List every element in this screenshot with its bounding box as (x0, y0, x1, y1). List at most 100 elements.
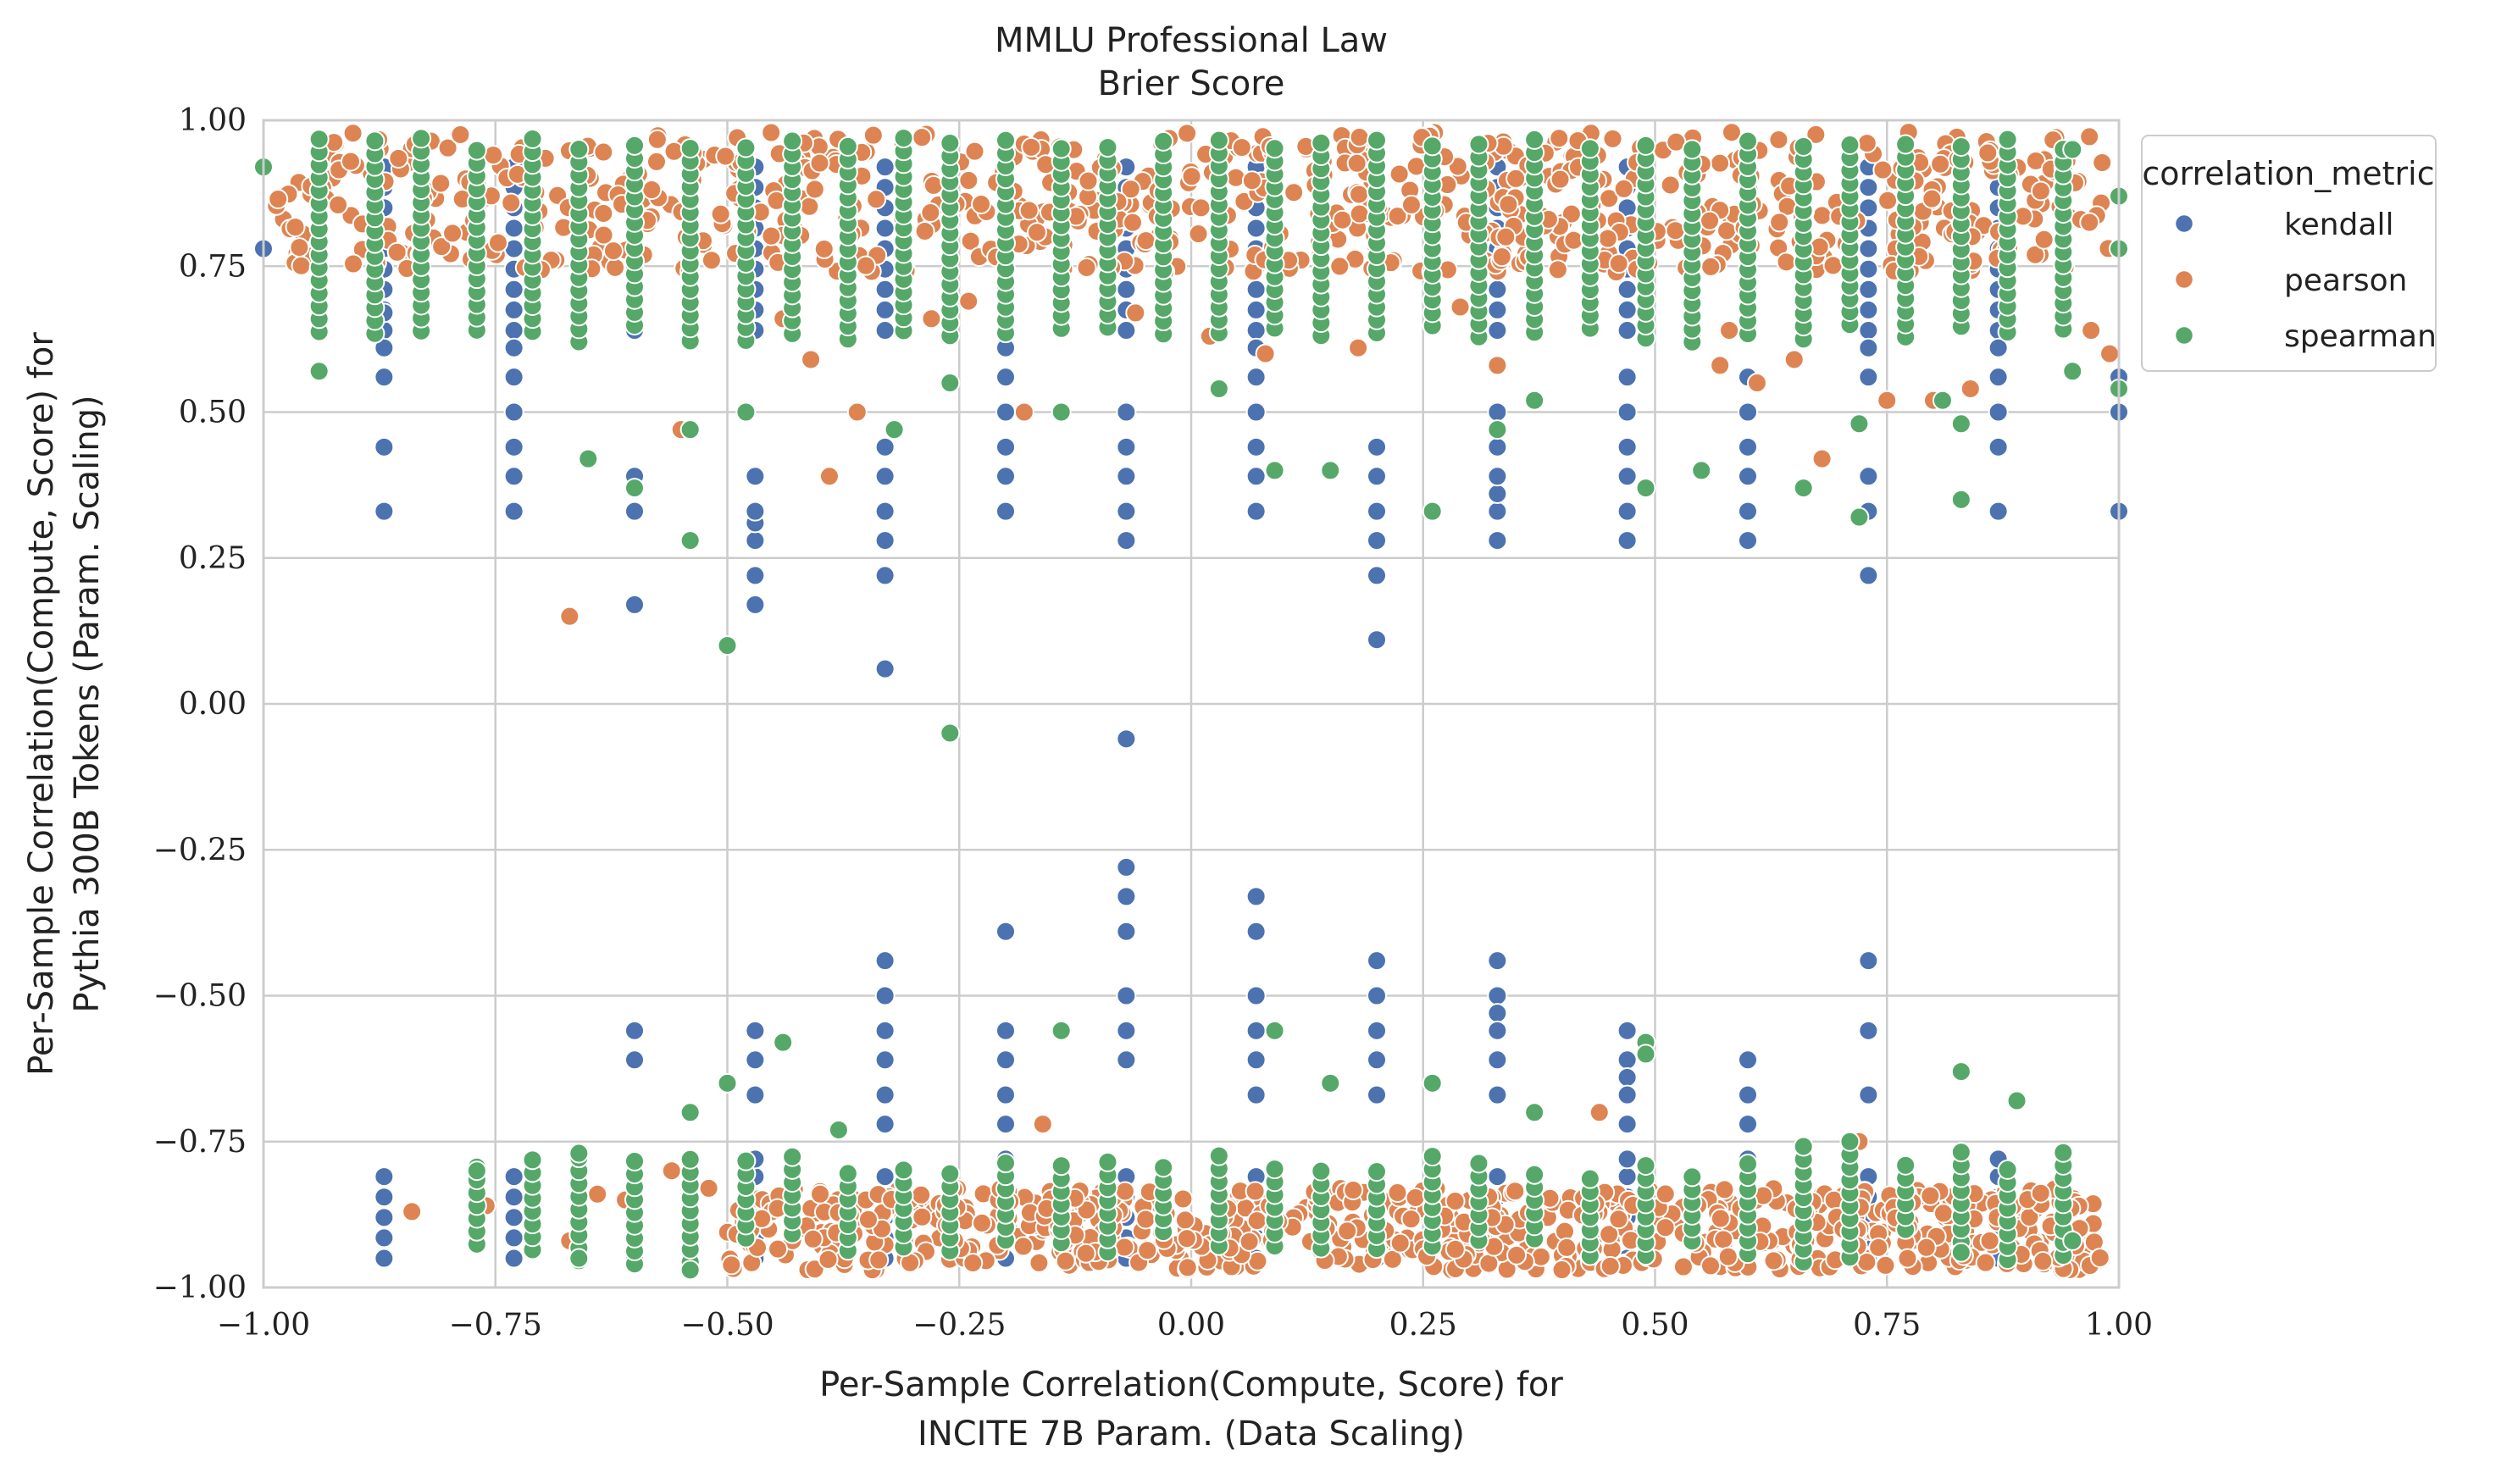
kendall-point (874, 1020, 896, 1041)
spearman-point (1264, 138, 1285, 159)
kendall-point (1245, 921, 1267, 942)
x-tick-label: 0.25 (1389, 1308, 1457, 1343)
pearson-point (1498, 194, 1519, 215)
spearman-point (735, 401, 757, 423)
pearson-point (1346, 152, 1367, 174)
kendall-point (1487, 1084, 1508, 1105)
kendall-point (1245, 466, 1267, 487)
kendall-point (874, 279, 896, 300)
x-tick-labels: −1.00 −0.75 −0.50 −0.25 0.00 0.25 0.50 0.75 1.00 (217, 1308, 2153, 1343)
kendall-point (995, 401, 1016, 423)
kendall-point (374, 1166, 395, 1188)
kendall-point (995, 436, 1016, 457)
pearson-point (1495, 226, 1517, 247)
kendall-point (1858, 337, 1879, 358)
spearman-point (1097, 1151, 1118, 1172)
legend-title: correlation_metric (2142, 155, 2434, 192)
kendall-point (1487, 950, 1508, 972)
spearman-point (1320, 460, 1341, 481)
chart-title: MMLU Professional Law (995, 21, 1388, 60)
legend-label-spearman: spearman (2284, 319, 2437, 354)
kendall-point (874, 466, 896, 487)
kendall-point (1487, 279, 1508, 300)
kendall-point (745, 1020, 766, 1041)
kendall-point (995, 1114, 1016, 1135)
kendall-point (1245, 218, 1267, 239)
pearson-point (810, 1183, 830, 1204)
pearson-point (1125, 302, 1146, 324)
kendall-point (995, 1084, 1016, 1105)
y-tick-label: 0.50 (179, 396, 247, 430)
spearman-point (466, 140, 487, 161)
pearson-point (1763, 1250, 1784, 1271)
kendall-point (1858, 238, 1879, 259)
spearman-point (1051, 1155, 1072, 1177)
kendall-point (874, 1049, 896, 1071)
pearson-point (1660, 174, 1681, 196)
pearson-point (1719, 320, 1740, 341)
kendall-point (1116, 1049, 1137, 1071)
pearson-point (962, 1253, 984, 1274)
kendall-point (745, 1084, 766, 1105)
kendall-point (1487, 1020, 1508, 1041)
pearson-point (1933, 1203, 1954, 1224)
kendall-point (745, 1049, 766, 1071)
pearson-point (912, 127, 933, 148)
spearman-point (893, 1160, 914, 1181)
spearman-point (522, 128, 543, 149)
pearson-point (1387, 1182, 1408, 1204)
pearson-point (1960, 378, 1981, 399)
spearman-point (1422, 136, 1443, 157)
chart-subtitle: Brier Score (1098, 64, 1285, 103)
pearson-point (2079, 126, 2100, 147)
kendall-point (1245, 436, 1267, 457)
x-tick-label: −1.00 (217, 1308, 310, 1343)
pearson-point (1602, 128, 1623, 149)
spearman-point (679, 530, 701, 551)
pearson-point (430, 173, 452, 194)
spearman-point (1422, 501, 1443, 522)
pearson-point (291, 255, 312, 276)
kendall-point (1487, 436, 1508, 457)
spearman-point (1208, 1145, 1229, 1166)
pearson-point (921, 308, 942, 329)
pearson-point (761, 225, 782, 246)
pearson-point (1713, 1229, 1734, 1250)
spearman-point (1264, 460, 1285, 481)
spearman-point (1208, 378, 1229, 399)
spearman-point (2062, 139, 2083, 160)
spearman-point (1950, 1142, 1971, 1163)
pearson-point (1783, 349, 1805, 370)
kendall-point (1858, 279, 1879, 300)
kendall-point (1616, 436, 1638, 457)
kendall-point (874, 501, 896, 522)
kendall-point (874, 530, 896, 551)
pearson-point (431, 236, 452, 257)
kendall-point (1367, 466, 1387, 487)
spearman-point (578, 448, 599, 469)
kendall-point (1245, 367, 1267, 388)
spearman-point (773, 1032, 794, 1053)
spearman-point (1097, 137, 1118, 158)
spearman-point (1422, 1146, 1443, 1167)
x-axis-label-line1: Per-Sample Correlation(Compute, Score) f… (819, 1365, 1563, 1404)
pearson-point (1122, 212, 1143, 233)
spearman-point (940, 1163, 961, 1184)
kendall-point (1487, 1166, 1508, 1188)
pearson-point (1897, 1248, 1918, 1269)
pearson-point (914, 220, 935, 241)
pearson-point (1181, 166, 1202, 187)
pearson-point (804, 179, 825, 200)
pearson-point (960, 230, 981, 252)
kendall-point (1367, 1020, 1387, 1041)
pearson-point (846, 401, 868, 423)
pearson-point (972, 1212, 993, 1233)
spearman-point (1849, 413, 1870, 435)
spearman-point (1950, 489, 1971, 510)
pearson-point (605, 257, 626, 278)
kendall-point (1116, 436, 1137, 457)
spearman-point (624, 478, 645, 499)
pearson-point (1389, 1232, 1411, 1254)
spearman-point (1950, 1242, 1971, 1263)
pearson-point (971, 194, 992, 215)
